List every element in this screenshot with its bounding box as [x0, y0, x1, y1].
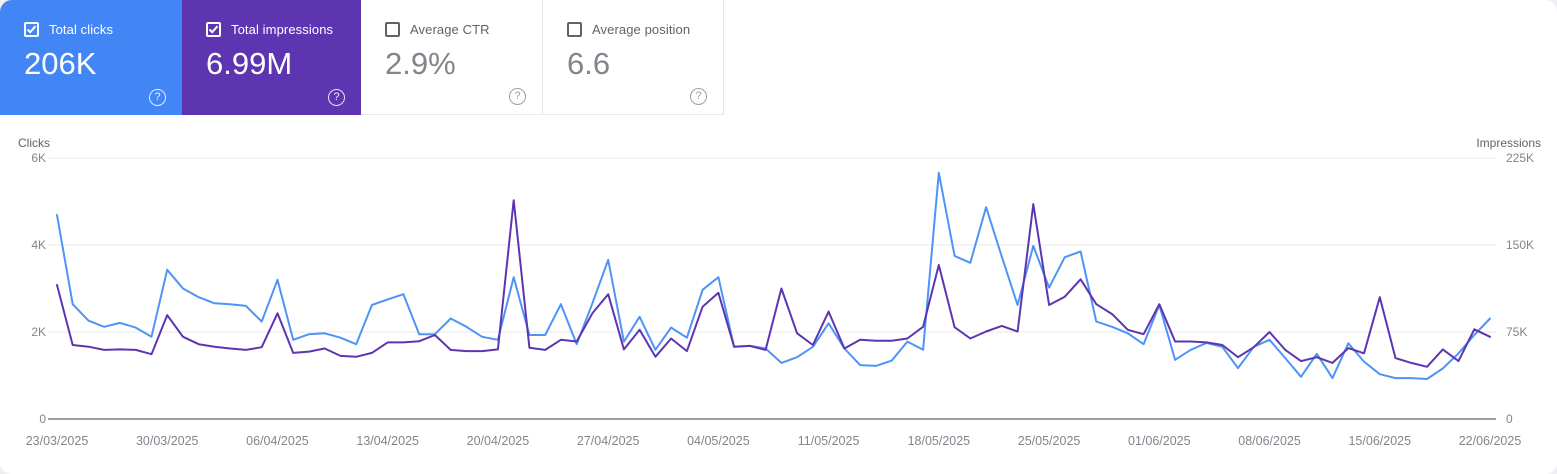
right-axis-title: Impressions — [1476, 136, 1541, 150]
help-icon[interactable]: ? — [690, 88, 707, 105]
average-ctr-value: 2.9% — [385, 46, 456, 81]
total-clicks-checkbox[interactable] — [24, 22, 39, 37]
impressions-line — [56, 199, 1491, 368]
right-axis-tick-label: 225K — [1506, 151, 1534, 165]
right-axis-tick-label: 75K — [1506, 325, 1527, 339]
date-label: 30/03/2025 — [136, 434, 199, 448]
performance-chart: Clicks Impressions 0 0 2K 75K 4K 150K 6K 225K 23… — [0, 115, 1557, 474]
right-axis-tick-label: 150K — [1506, 238, 1534, 252]
date-label: 18/05/2025 — [908, 434, 971, 448]
date-label: 27/04/2025 — [577, 434, 640, 448]
date-label: 23/03/2025 — [26, 434, 89, 448]
help-icon[interactable]: ? — [328, 89, 345, 106]
average-position-label: Average position — [592, 22, 691, 37]
average-position-value: 6.6 — [567, 46, 611, 81]
left-axis-tick-label: 2K — [31, 325, 46, 339]
date-label: 13/04/2025 — [356, 434, 419, 448]
metric-card-total-clicks[interactable]: Total clicks 206K ? — [0, 0, 182, 115]
left-axis-tick-label: 6K — [31, 151, 46, 165]
left-axis-tick-label: 0 — [39, 412, 46, 426]
metric-card-average-position[interactable]: Average position 6.6 ? — [543, 0, 724, 115]
total-impressions-checkbox[interactable] — [206, 22, 221, 37]
left-axis-title: Clicks — [18, 136, 50, 150]
average-ctr-label: Average CTR — [410, 22, 490, 37]
metric-cards-row: Total clicks 206K ? Total impressions 6.… — [0, 0, 724, 115]
right-axis-tick-label: 0 — [1506, 412, 1513, 426]
date-label: 08/06/2025 — [1238, 434, 1301, 448]
average-position-checkbox[interactable] — [567, 22, 582, 37]
help-icon[interactable]: ? — [149, 89, 166, 106]
metric-card-average-ctr[interactable]: Average CTR 2.9% ? — [361, 0, 543, 115]
date-label: 01/06/2025 — [1128, 434, 1191, 448]
metric-card-total-impressions[interactable]: Total impressions 6.99M ? — [182, 0, 361, 115]
date-label: 04/05/2025 — [687, 434, 750, 448]
clicks-line — [56, 171, 1491, 380]
left-axis-tick-label: 4K — [31, 238, 46, 252]
date-label: 25/05/2025 — [1018, 434, 1081, 448]
date-label: 15/06/2025 — [1348, 434, 1411, 448]
help-icon[interactable]: ? — [509, 88, 526, 105]
checkmark-icon — [208, 25, 219, 34]
date-label: 20/04/2025 — [467, 434, 530, 448]
average-ctr-checkbox[interactable] — [385, 22, 400, 37]
date-label: 22/06/2025 — [1459, 434, 1522, 448]
total-impressions-label: Total impressions — [231, 22, 334, 37]
total-impressions-value: 6.99M — [206, 46, 293, 81]
date-label: 06/04/2025 — [246, 434, 309, 448]
date-label: 11/05/2025 — [798, 434, 860, 448]
chart-plot-area[interactable]: 0 0 2K 75K 4K 150K 6K 225K 23/03/2025 30/03/2025 0… — [0, 115, 1557, 474]
checkmark-icon — [26, 25, 37, 34]
total-clicks-value: 206K — [24, 46, 97, 81]
total-clicks-label: Total clicks — [49, 22, 114, 37]
